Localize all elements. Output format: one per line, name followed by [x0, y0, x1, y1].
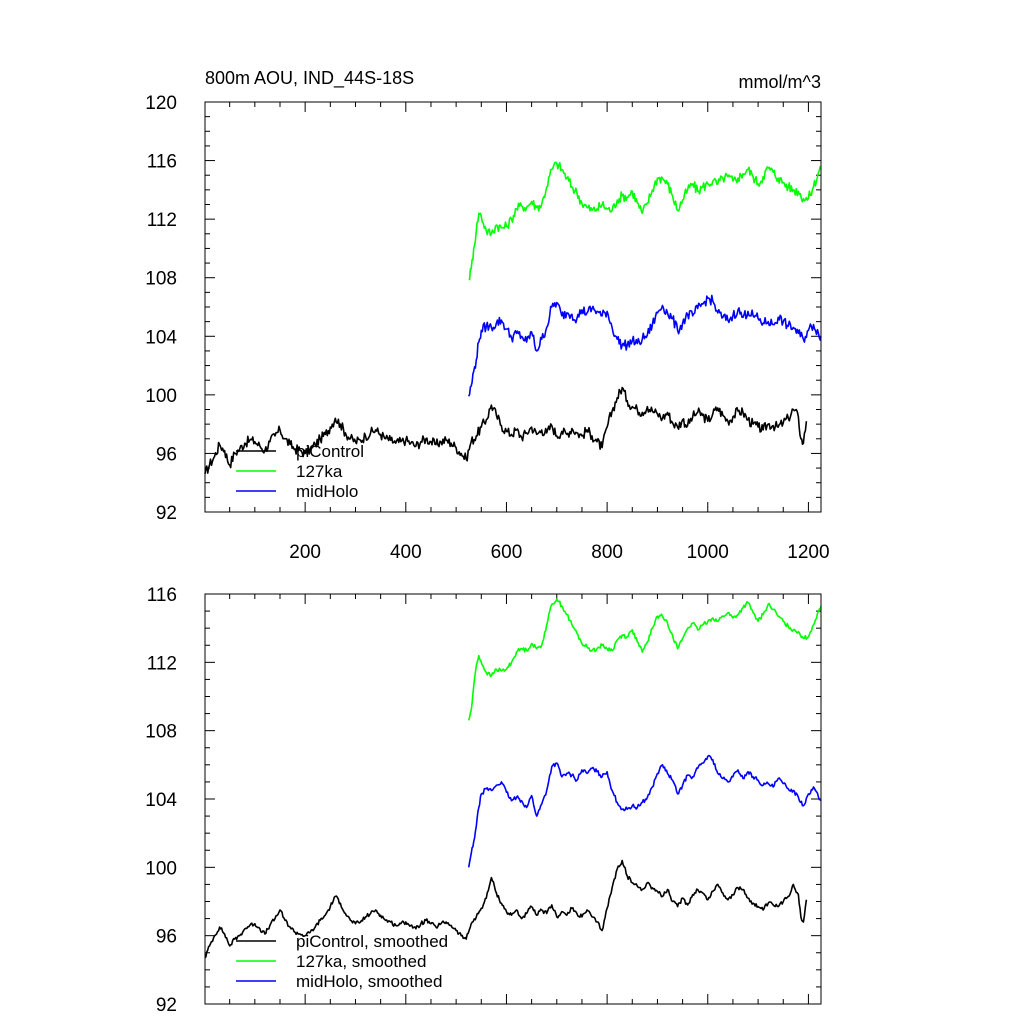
legend-label: midHolo: [296, 482, 358, 501]
y-tick-label: 92: [156, 503, 177, 524]
legend-label: 127ka: [296, 462, 343, 481]
y-tick-label: 108: [145, 269, 177, 290]
y-tick-label: 104: [145, 790, 177, 811]
y-tick-label: 116: [147, 585, 177, 606]
y-tick-label: 96: [156, 927, 177, 948]
legend-label: piControl: [296, 442, 364, 461]
series-line-picontrol: [204, 386, 808, 475]
ticks-top: 200 400 600 800 1000 1200 92 96 100 104 108 112 116 1…: [145, 93, 829, 563]
chart-title: 800m AOU, IND_44S-18S: [205, 68, 414, 89]
y-tick-label: 120: [145, 93, 177, 114]
y-tick-label: 100: [145, 858, 177, 879]
panel-top: 800m AOU, IND_44S-18S mmol/m^3 200 400 600…: [145, 68, 829, 563]
series-line-picontrol: [204, 859, 808, 959]
series-line-midholo: [467, 294, 822, 397]
series-line-127ka: [467, 598, 822, 721]
y-tick-label: 108: [145, 722, 177, 743]
x-tick-label: 600: [491, 542, 523, 563]
x-tick-label: 800: [591, 542, 623, 563]
x-tick-label: 400: [390, 542, 422, 563]
ticks-bottom: 92 96 100 104 108 112 116: [145, 585, 821, 1016]
y-tick-label: 104: [145, 327, 177, 348]
panel-bottom: 92 96 100 104 108 112 116 piControl, smoothed1…: [145, 585, 822, 1016]
legend-label: 127ka, smoothed: [296, 952, 426, 971]
x-tick-label: 1200: [787, 542, 829, 563]
legend-label: piControl, smoothed: [296, 932, 448, 951]
series-bottom: [204, 598, 822, 959]
series-line-127ka: [468, 161, 822, 281]
y-tick-label: 96: [156, 444, 177, 465]
y-tick-label: 116: [147, 152, 177, 173]
plot-frame-top: [204, 101, 822, 513]
x-tick-label: 200: [289, 542, 321, 563]
x-tick-label: 1000: [687, 542, 729, 563]
y-tick-label: 112: [147, 210, 177, 231]
legend-label: midHolo, smoothed: [296, 972, 442, 991]
series-top: [204, 161, 822, 475]
plot-frame-bottom: [204, 593, 822, 1005]
y-tick-label: 100: [145, 386, 177, 407]
chart-units: mmol/m^3: [739, 72, 821, 92]
y-tick-label: 112: [147, 653, 177, 674]
y-tick-label: 92: [156, 995, 177, 1016]
series-line-midholo: [467, 754, 822, 868]
